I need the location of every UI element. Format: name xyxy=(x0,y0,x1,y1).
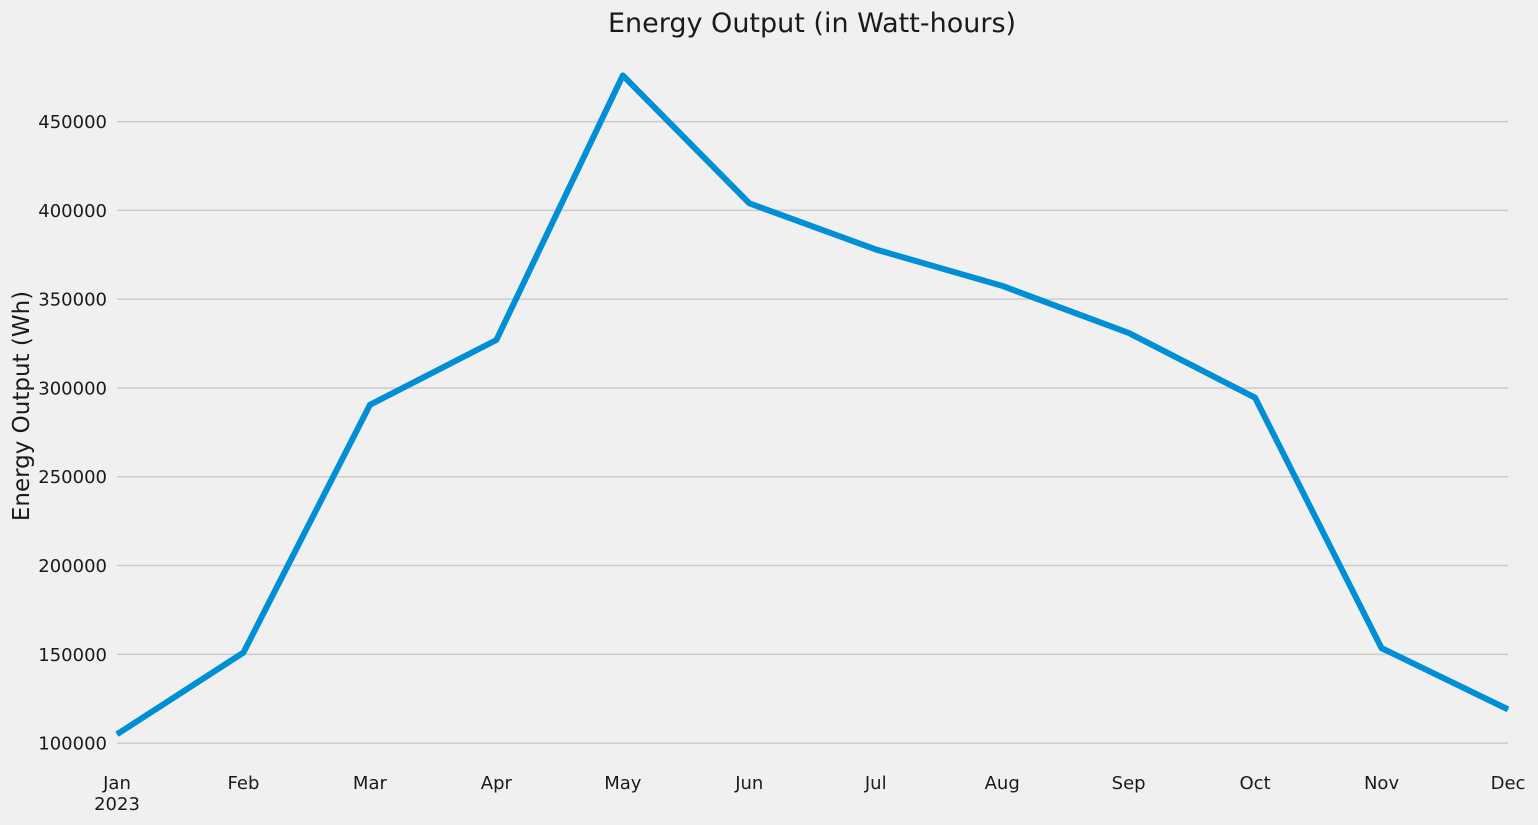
x-tick-label: Aug xyxy=(985,773,1020,794)
x-tick-label: Jul xyxy=(864,773,887,794)
series-line xyxy=(115,72,1510,737)
data-point-feb xyxy=(242,652,244,654)
data-point-jul xyxy=(875,248,877,250)
data-point-nov xyxy=(1381,647,1383,649)
data-point-aug xyxy=(1001,285,1003,287)
x-tick-labels: Jan Feb Mar Apr May Jun Jul Aug Sep Oct Nov Dec xyxy=(102,773,1525,794)
y-tick-label: 450000 xyxy=(38,112,107,133)
data-point-jun xyxy=(748,202,750,204)
y-tick-label: 300000 xyxy=(38,378,107,399)
y-tick-label: 200000 xyxy=(38,556,107,577)
x-tick-label: Mar xyxy=(353,773,388,794)
x-tick-label: May xyxy=(604,773,642,794)
x-tick-label: Dec xyxy=(1491,773,1526,794)
y-tick-label: 400000 xyxy=(38,201,107,222)
data-point-oct xyxy=(1254,397,1256,399)
y-tick-label: 150000 xyxy=(38,645,107,666)
y-tick-label: 250000 xyxy=(38,467,107,488)
series-group xyxy=(115,72,1510,737)
chart-title: Energy Output (in Watt-hours) xyxy=(608,8,1016,39)
data-point-mar xyxy=(369,404,371,406)
y-tick-labels: 100000 150000 200000 250000 300000 350000 4000… xyxy=(38,112,107,755)
x-tick-label: Jan xyxy=(102,773,131,794)
data-point-apr xyxy=(495,339,497,341)
x-tick-label: Oct xyxy=(1240,773,1271,794)
x-tick-label: Feb xyxy=(228,773,260,794)
data-point-may xyxy=(622,74,624,76)
y-tick-label: 100000 xyxy=(38,734,107,755)
data-point-jan xyxy=(116,733,118,735)
x-tick-label: Apr xyxy=(481,773,513,794)
gridlines xyxy=(117,120,1508,744)
x-tick-label: Jun xyxy=(734,773,763,794)
y-tick-label: 350000 xyxy=(38,290,107,311)
data-point-dec xyxy=(1507,708,1509,710)
y-axis-label: Energy Output (Wh) xyxy=(9,291,35,521)
x-tick-label: Nov xyxy=(1364,773,1399,794)
x-year-label: 2023 xyxy=(94,794,140,815)
x-tick-label: Sep xyxy=(1112,773,1146,794)
data-point-sep xyxy=(1128,332,1130,334)
